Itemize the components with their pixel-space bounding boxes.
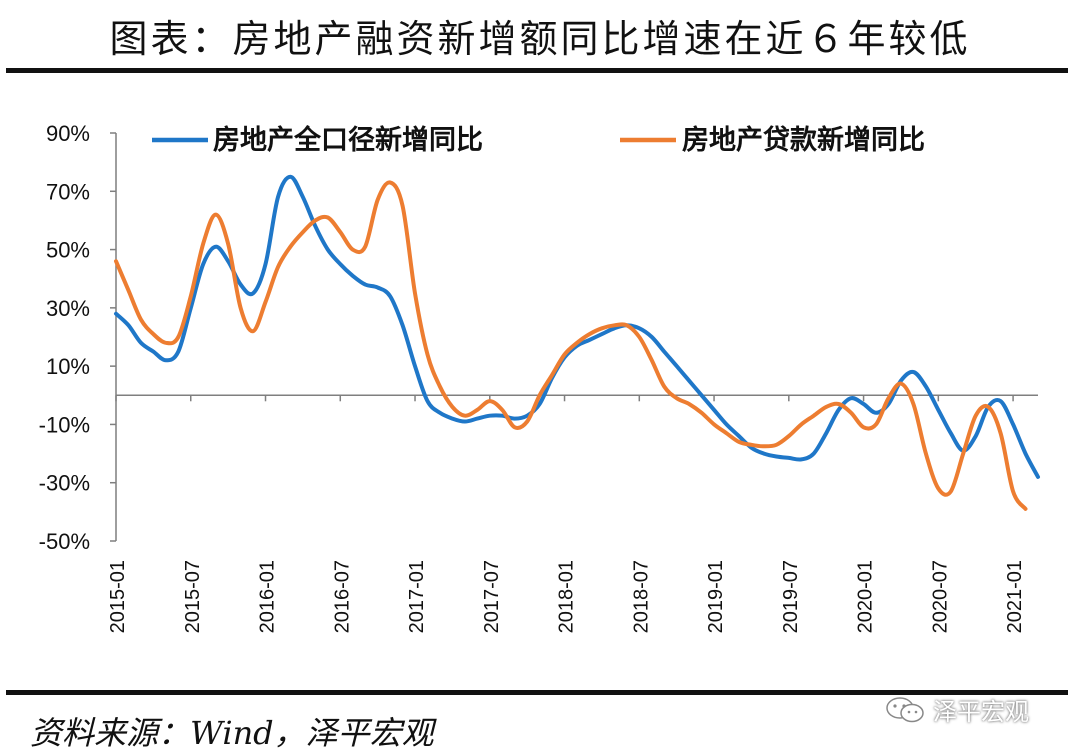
y-tick-label: -10% (39, 412, 90, 437)
y-tick-label: 30% (46, 296, 90, 321)
series-line-1 (114, 174, 1040, 479)
chart-canvas: 90%70%50%30%10%-10%-30%-50% 2015-01 2015-… (39, 121, 1040, 633)
x-tick-label: 2021-01 (1004, 560, 1026, 633)
x-tick-label: 2019-07 (780, 560, 802, 633)
y-axis-ticks (110, 132, 116, 542)
series-lines (114, 174, 1040, 511)
legend-label-1: 房地产全口径新增同比 (213, 124, 483, 156)
watermark: 泽平宏观 (885, 692, 1029, 727)
y-tick-label: 50% (46, 238, 90, 263)
x-tick-label: 2020-07 (929, 560, 951, 633)
y-tick-label: 70% (46, 179, 90, 204)
line-chart: 90% 70% 50% 30% 10% -10% -30% -50% 2015-01 2015-… (0, 80, 1080, 680)
x-tick-label: 2017-07 (481, 560, 503, 633)
source-note: 资料来源：Wind，泽平宏观 (30, 714, 434, 752)
y-tick-label: -30% (39, 471, 90, 496)
y-tick-label: 10% (46, 354, 90, 379)
legend-label-2: 房地产贷款新增同比 (682, 124, 925, 156)
series-line-2 (114, 180, 1028, 511)
x-tick-label: 2019-01 (705, 560, 727, 633)
page-title: 图表：房地产融资新增额同比增速在近６年较低 (109, 17, 971, 61)
x-tick-label: 2016-07 (331, 560, 353, 633)
x-tick-label: 2015-07 (182, 560, 204, 633)
y-axis-labels: 90% 70% 50% 30% 10% -10% -30% -50% (39, 121, 90, 554)
x-tick-label: 2020-01 (855, 560, 877, 633)
x-tick-label: 2018-07 (630, 560, 652, 633)
x-tick-label: 2015-01 (107, 560, 129, 633)
x-axis-labels: 2015-01 2015-07 2016-01 2016-07 2017-01 2017-… (107, 560, 1026, 633)
wechat-icon (886, 696, 924, 722)
x-tick-label: 2016-01 (257, 560, 279, 633)
x-axis-ticks (115, 395, 1014, 402)
legend: 房地产全口径新增同比 房地产贷款新增同比 (152, 124, 925, 156)
x-tick-label: 2018-01 (556, 560, 578, 633)
title-divider (6, 68, 1068, 73)
footer-divider (6, 690, 1068, 695)
y-tick-label: -50% (39, 529, 90, 554)
y-tick-label: 90% (46, 121, 90, 146)
watermark-text: 泽平宏观 (933, 698, 1029, 726)
x-tick-label: 2017-01 (406, 560, 428, 633)
